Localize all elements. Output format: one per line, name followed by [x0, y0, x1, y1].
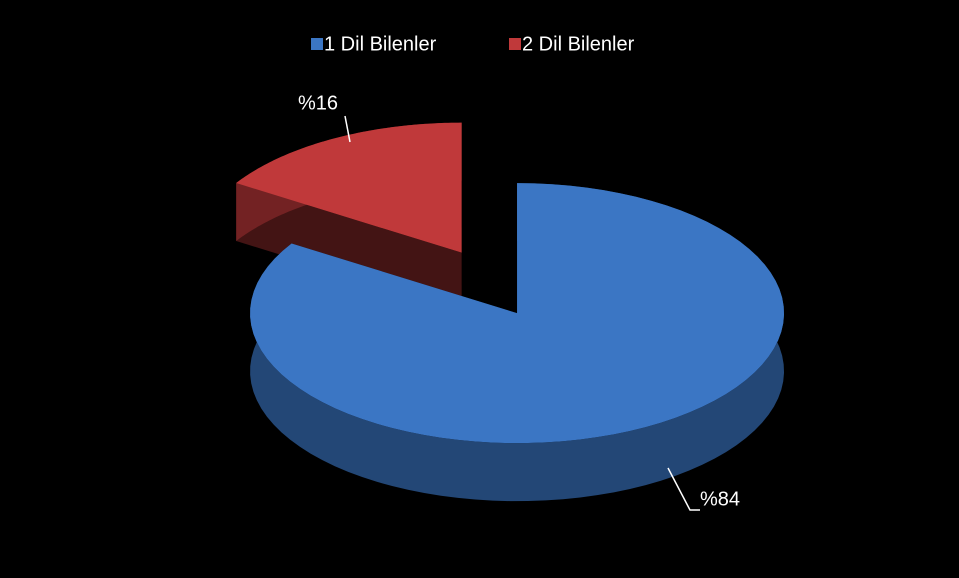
- legend-label: 1 Dil Bilenler: [324, 33, 437, 55]
- data-label: %84: [700, 488, 740, 510]
- slice: [250, 183, 785, 444]
- legend-swatch: [311, 38, 323, 50]
- leader-line: [667, 467, 700, 511]
- data-label: %16: [298, 92, 338, 114]
- legend-swatch: [509, 38, 521, 50]
- legend-label: 2 Dil Bilenler: [522, 33, 635, 55]
- leader-line: [344, 115, 351, 143]
- slice: [236, 122, 462, 253]
